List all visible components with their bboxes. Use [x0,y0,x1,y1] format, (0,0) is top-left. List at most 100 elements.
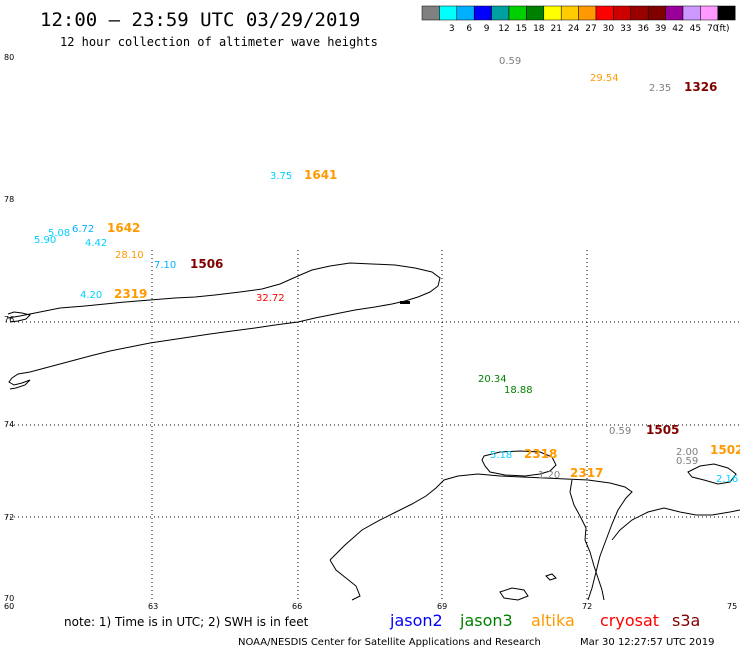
scale-swatch [439,5,458,21]
wave-height-label: 2.00 [676,447,698,458]
island-cluster-2 [545,573,557,581]
scale-label: 15 [516,24,527,34]
scale-swatch [647,5,666,21]
wave-height-label: 32.72 [256,293,285,304]
wave-height-label: 5.90 [34,235,56,246]
scale-swatch [473,5,492,21]
wave-height-label: 0.59 [676,456,698,467]
wave-height-observations: 0.59 29.54 2.35 1326 3.75 1641 5.08 6.72 5.90 4.4… [34,56,740,485]
scale-swatch [717,5,736,21]
novaya-zemlya-coast [7,262,441,390]
wave-height-label: 5.18 [490,450,512,461]
scale-label: 45 [690,24,701,34]
map-title: 12:00 — 23:59 UTC 03/29/2019 [40,9,360,31]
lat-label-74: 74 [4,420,14,429]
wave-height-label: 29.54 [590,73,619,84]
scale-swatch [578,5,597,21]
scale-swatch [595,5,614,21]
satellite-legend: jason2 jason3 altika cryosat s3a [389,611,700,630]
scale-swatch [456,5,475,21]
pass-time-label: 2317 [570,466,603,480]
scale-swatch [630,5,649,21]
wave-height-label: 3.75 [270,171,292,182]
lat-label-72: 72 [4,513,14,522]
legend-jason2: jason2 [389,611,443,630]
scale-label: 27 [585,24,596,34]
scale-label: 42 [672,24,683,34]
lon-label-72: 72 [582,602,592,611]
wave-height-label: 5.08 [48,228,70,239]
scale-swatch [421,5,440,21]
lon-label-75: 75 [727,602,737,611]
legend-jason3: jason3 [459,611,513,630]
pass-time-label: 1642 [107,221,140,235]
lat-label-70: 70 [4,594,14,603]
pass-time-label: 2319 [114,287,147,301]
lat-label-78: 78 [4,195,14,204]
east-island-coast [687,463,737,485]
wave-height-label: 2.35 [649,83,671,94]
wave-height-label: 1.20 [538,470,560,481]
coastline [7,262,740,601]
map-subtitle: 12 hour collection of altimeter wave hei… [60,35,378,49]
scale-swatch [700,5,719,21]
footer-note: note: 1) Time is in UTC; 2) SWH is in fe… [64,615,309,629]
wave-height-label: 6.72 [72,224,94,235]
peninsula-coast [611,507,740,541]
legend-cryosat: cryosat [600,611,659,630]
scale-unit-label: (ft) [716,24,730,34]
wave-height-label: 7.10 [154,260,176,271]
novaya-zemlya-south-tip [7,311,31,323]
pass-time-label: 1326 [684,80,717,94]
scale-label: 30 [603,24,615,34]
island-cluster-1 [499,587,529,601]
scale-swatch [508,5,527,21]
coast-marker [400,301,410,304]
pass-time-label: 1502 [710,443,740,457]
wave-height-label: 4.42 [85,238,107,249]
wave-height-label: 0.59 [499,56,521,67]
scale-label: 70 [707,24,719,34]
scale-swatch [526,5,545,21]
scale-label: 36 [637,24,649,34]
scale-swatch [682,5,701,21]
lon-label-63: 63 [148,602,158,611]
pass-time-label: 1641 [304,168,337,182]
lon-label-66: 66 [292,602,302,611]
scale-label: 3 [449,24,455,34]
wave-height-label: 28.10 [115,250,144,261]
pass-time-label: 1506 [190,257,223,271]
scale-label: 12 [498,24,509,34]
yamal-coast [481,450,557,477]
footer-timestamp: Mar 30 12:27:57 UTC 2019 [580,637,715,648]
scale-label: 9 [484,24,490,34]
wave-height-label: 2.16 [716,474,738,485]
legend-altika: altika [531,611,575,630]
lon-label-69: 69 [437,602,447,611]
scale-label: 18 [533,24,545,34]
small-coast-west [329,559,361,601]
scale-swatch [560,5,579,21]
wave-height-label: 18.88 [504,385,533,396]
mainland-coast [329,473,633,601]
scale-label: 33 [620,24,631,34]
wave-height-color-scale: 3 6 9 12 15 18 21 24 27 30 33 36 39 42 45 70 [421,5,736,34]
pass-time-label: 2318 [524,447,557,461]
scale-swatch [543,5,562,21]
lon-label-60: 60 [4,602,14,611]
wave-height-label: 4.20 [80,290,102,301]
scale-label: 24 [568,24,580,34]
scale-swatch [665,5,684,21]
scale-label: 6 [466,24,472,34]
wave-height-label: 20.34 [478,374,507,385]
lat-label-76: 76 [4,315,14,324]
scale-label: 39 [655,24,667,34]
lat-label-80: 80 [4,53,14,62]
pass-time-label: 1505 [646,423,679,437]
footer-credit: NOAA/NESDIS Center for Satellite Applica… [238,637,541,648]
scale-swatch [613,5,632,21]
scale-label: 21 [550,24,561,34]
wave-height-label: 0.59 [609,426,631,437]
legend-s3a: s3a [672,611,700,630]
